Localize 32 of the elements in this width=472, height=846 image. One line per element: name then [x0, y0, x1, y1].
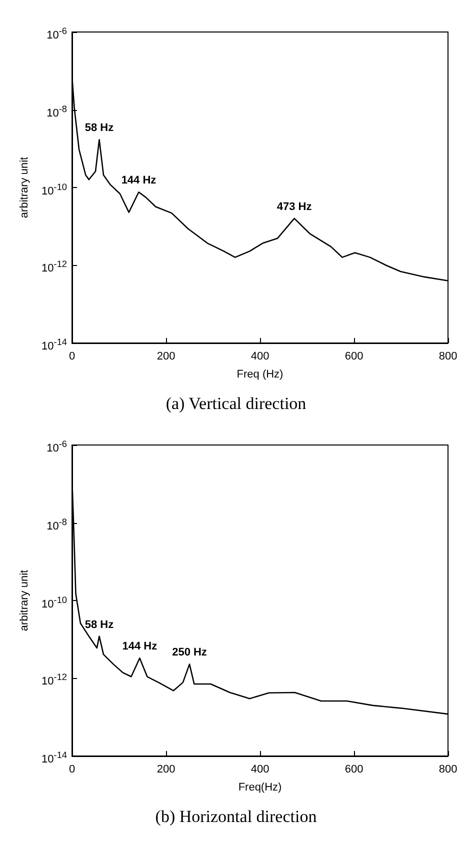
y-tick-label: 10$^{-8}$: [46, 102, 67, 120]
x-tick-label: 400: [250, 350, 270, 362]
x-tick-label: 800: [438, 764, 458, 776]
x-tick-label: 600: [344, 764, 364, 776]
x-tick-label: 400: [250, 764, 270, 776]
x-tick-label: 200: [156, 350, 176, 362]
y-tick-label: 10$^{-12}$: [42, 671, 67, 689]
x-tick-label: 600: [344, 350, 364, 362]
annotation: 58 Hz: [84, 618, 114, 631]
x-axis-title: Freq(Hz): [238, 782, 282, 794]
y-tick-label: 10$^{-10}$: [42, 180, 67, 198]
y-axis-title: arbitrary unit: [18, 156, 30, 218]
y-tick-label: 10$^{-8}$: [46, 516, 67, 534]
text: (b) Horizontal direction: [155, 807, 318, 826]
y-axis-title: arbitrary unit: [18, 570, 30, 632]
y-tick-label: 10$^{-14}$: [42, 336, 67, 354]
annotation: 250 Hz: [172, 646, 208, 659]
x-tick-label: 200: [156, 764, 176, 776]
y-tick-label: 10$^{-10}$: [42, 594, 67, 612]
x-tick-label: 0: [68, 764, 76, 776]
annotation: 144 Hz: [121, 174, 157, 187]
text: (a) Vertical direction: [166, 394, 307, 413]
x-axis-title: Freq (Hz): [236, 368, 284, 380]
y-tick-label: 10$^{-6}$: [46, 438, 67, 456]
y-tick-label: 10$^{-12}$: [42, 258, 67, 276]
y-tick-label: 10$^{-6}$: [46, 25, 67, 43]
y-tick-label: 10$^{-14}$: [42, 749, 67, 767]
annotation: 144 Hz: [122, 640, 158, 653]
x-tick-label: 0: [68, 350, 76, 362]
x-tick-label: 800: [438, 350, 458, 362]
annotation: 473 Hz: [276, 200, 312, 213]
annotation: 58 Hz: [84, 122, 114, 134]
